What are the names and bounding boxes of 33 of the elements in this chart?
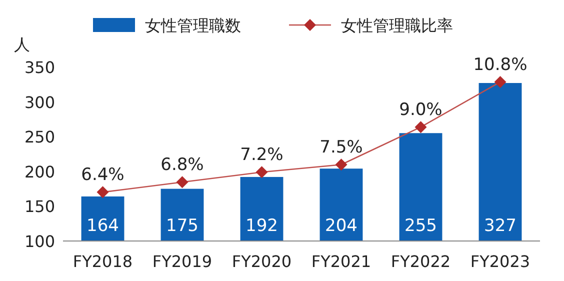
data-label: 10.8%: [473, 54, 528, 75]
data-label: 7.5%: [320, 138, 363, 158]
y-tick-label: 250: [24, 128, 55, 147]
y-tick-label: 200: [24, 162, 55, 182]
point: [96, 186, 109, 198]
data-label: 327: [484, 216, 516, 236]
data-label: 6.4%: [81, 165, 124, 186]
data-label: 6.8%: [160, 155, 204, 176]
data-label: 175: [166, 216, 198, 236]
y-tick-label: 350: [24, 58, 55, 77]
data-label: 204: [325, 216, 358, 236]
data-label: 255: [404, 216, 437, 236]
point: [414, 121, 427, 134]
data-label: 9.0%: [399, 100, 442, 120]
point: [494, 76, 506, 88]
data-label: 7.2%: [240, 145, 284, 166]
y-tick-label: 300: [24, 92, 55, 112]
x-tick-label: FY2019: [152, 252, 212, 271]
point: [176, 176, 188, 188]
point: [256, 166, 268, 178]
x-tick-label: FY2022: [390, 252, 451, 271]
legend-label: 女性管理職比率: [341, 16, 453, 35]
y-tick-label: 100: [24, 232, 55, 251]
y-tick-label: 150: [24, 197, 55, 216]
x-tick-label: FY2023: [470, 252, 530, 271]
x-tick-label: FY2018: [72, 252, 133, 271]
x-tick-label: FY2020: [232, 252, 292, 271]
data-label: 192: [246, 216, 278, 236]
point: [335, 158, 348, 171]
y-axis-title: 人: [14, 35, 30, 54]
legend-label: 女性管理職数: [145, 16, 241, 35]
x-tick-label: FY2021: [311, 252, 372, 271]
data-label: 164: [86, 216, 119, 236]
